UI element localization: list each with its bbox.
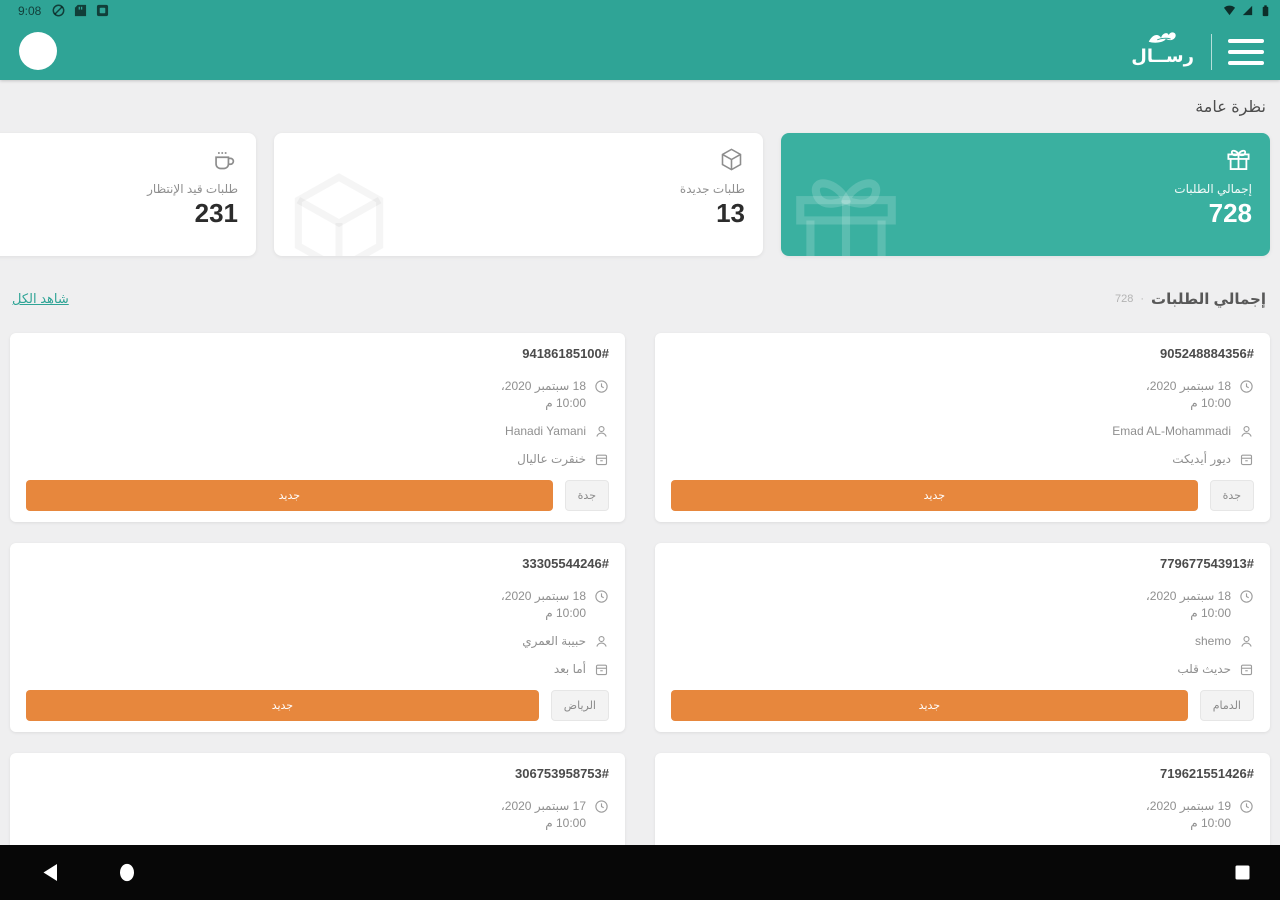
- clock-icon: [1240, 800, 1253, 813]
- order-number: 33305544246#: [522, 556, 609, 571]
- customer-name: Hanadi Yamani: [505, 424, 586, 438]
- order-datetime: 17 سبتمبر 2020، 10:00 م: [500, 799, 586, 830]
- gift-icon: [1227, 149, 1250, 170]
- section-separator: ·: [1140, 293, 1145, 305]
- order-datetime: 18 سبتمبر 2020، 10:00 م: [500, 589, 586, 620]
- order-number: 719621551426#: [1160, 766, 1254, 781]
- store-icon: [1240, 664, 1253, 676]
- gift-watermark-icon: [796, 179, 896, 256]
- orders-grid: 905248884356# 18 سبتمبر 2020، 10:00 م Ema…: [10, 333, 1270, 900]
- screenshot-icon: [96, 4, 109, 17]
- status-bar: 9:08: [0, 0, 1280, 22]
- clock-icon: [595, 380, 608, 393]
- section-header: إجمالي الطلبات · 728 شاهد الكل: [12, 286, 1266, 312]
- order-card[interactable]: 33305544246# 18 سبتمبر 2020، 10:00 م حبيب…: [10, 543, 625, 732]
- logo-flourish-icon: [1148, 32, 1176, 43]
- hamburger-icon: [1228, 39, 1264, 43]
- order-number: 94186185100#: [522, 346, 609, 361]
- back-icon: [43, 864, 57, 881]
- city-badge: الدمام: [1199, 690, 1254, 721]
- order-number: 779677543913#: [1160, 556, 1254, 571]
- user-icon: [1241, 635, 1252, 647]
- section-title: إجمالي الطلبات: [1151, 291, 1266, 308]
- stat-card-waiting-orders[interactable]: طلبات قيد الإنتظار 231: [0, 133, 256, 256]
- order-card[interactable]: 905248884356# 18 سبتمبر 2020، 10:00 م Ema…: [655, 333, 1270, 522]
- customer-name: shemo: [1194, 634, 1231, 648]
- user-icon: [1241, 425, 1252, 437]
- see-all-link[interactable]: شاهد الكل: [12, 291, 69, 306]
- stats-row: إجمالي الطلبات 728 طلبات جديدة 13 طلبات …: [0, 133, 1270, 256]
- battery-icon: [1262, 5, 1269, 17]
- city-badge: الرياض: [550, 690, 609, 721]
- stat-value: 231: [194, 198, 238, 228]
- cube-icon: [721, 148, 742, 171]
- order-datetime: 18 سبتمبر 2020، 10:00 م: [1145, 589, 1231, 620]
- order-number: 905248884356#: [1160, 346, 1254, 361]
- avatar[interactable]: [19, 32, 57, 70]
- customer-name: Emad AL-Mohammadi: [1112, 424, 1231, 438]
- data-saver-icon: [52, 4, 65, 17]
- menu-button[interactable]: [1228, 39, 1264, 65]
- city-badge: جدة: [564, 480, 609, 511]
- user-icon: [596, 635, 607, 647]
- store-icon: [595, 454, 608, 466]
- app-header: رســال: [0, 22, 1280, 80]
- home-icon: [120, 863, 134, 882]
- logo: رســال: [1131, 28, 1194, 66]
- wifi-icon: [1223, 5, 1236, 16]
- store-name: خنقرت عاليال: [517, 452, 586, 466]
- order-datetime: 18 سبتمبر 2020، 10:00 م: [500, 379, 586, 410]
- clock-time-label: 9:08: [18, 4, 42, 18]
- store-name: حديث قلب: [1177, 662, 1231, 676]
- new-order-button[interactable]: جديد: [671, 480, 1198, 511]
- recents-button[interactable]: [1235, 865, 1250, 880]
- order-number: 306753958753#: [515, 766, 609, 781]
- cellular-signal-icon: [1242, 5, 1253, 16]
- store-name: أما بعد: [553, 662, 586, 676]
- clock-icon: [595, 590, 608, 603]
- logo-text: رســال: [1131, 46, 1194, 66]
- store-icon: [1240, 454, 1253, 466]
- order-datetime: 18 سبتمبر 2020، 10:00 م: [1145, 379, 1231, 410]
- stat-card-total-orders[interactable]: إجمالي الطلبات 728: [781, 133, 1270, 256]
- user-icon: [596, 425, 607, 437]
- back-button[interactable]: [42, 863, 58, 882]
- customer-name: حبيبة العمري: [522, 634, 586, 648]
- section-title-group: إجمالي الطلبات · 728: [1115, 290, 1266, 308]
- city-badge: جدة: [1209, 480, 1254, 511]
- stat-card-new-orders[interactable]: طلبات جديدة 13: [274, 133, 763, 256]
- clock-icon: [1240, 590, 1253, 603]
- recents-icon: [1235, 865, 1250, 880]
- coffee-icon: [215, 152, 235, 170]
- new-order-button[interactable]: جديد: [671, 690, 1188, 721]
- section-count: 728: [1115, 293, 1134, 305]
- stat-value: 728: [1208, 198, 1252, 228]
- home-button[interactable]: [118, 863, 136, 882]
- store-name: ديور أيديكت: [1172, 452, 1231, 466]
- new-order-button[interactable]: جديد: [26, 690, 539, 721]
- stat-label: طلبات جديدة: [679, 182, 745, 196]
- order-card[interactable]: 94186185100# 18 سبتمبر 2020، 10:00 م Hana…: [10, 333, 625, 522]
- new-order-button[interactable]: جديد: [26, 480, 553, 511]
- android-nav-bar: [0, 845, 1280, 900]
- stat-label: طلبات قيد الإنتظار: [147, 182, 238, 196]
- header-divider: [1211, 34, 1212, 70]
- cube-watermark-icon: [294, 173, 384, 256]
- order-card[interactable]: 779677543913# 18 سبتمبر 2020، 10:00 م she…: [655, 543, 1270, 732]
- store-icon: [595, 664, 608, 676]
- stat-label: إجمالي الطلبات: [1174, 182, 1252, 196]
- clock-icon: [595, 800, 608, 813]
- sd-card-icon: [74, 4, 87, 17]
- stat-value: 13: [716, 198, 745, 228]
- clock-icon: [1240, 380, 1253, 393]
- page-title: نظرة عامة: [1195, 99, 1266, 116]
- order-datetime: 19 سبتمبر 2020، 10:00 م: [1145, 799, 1231, 830]
